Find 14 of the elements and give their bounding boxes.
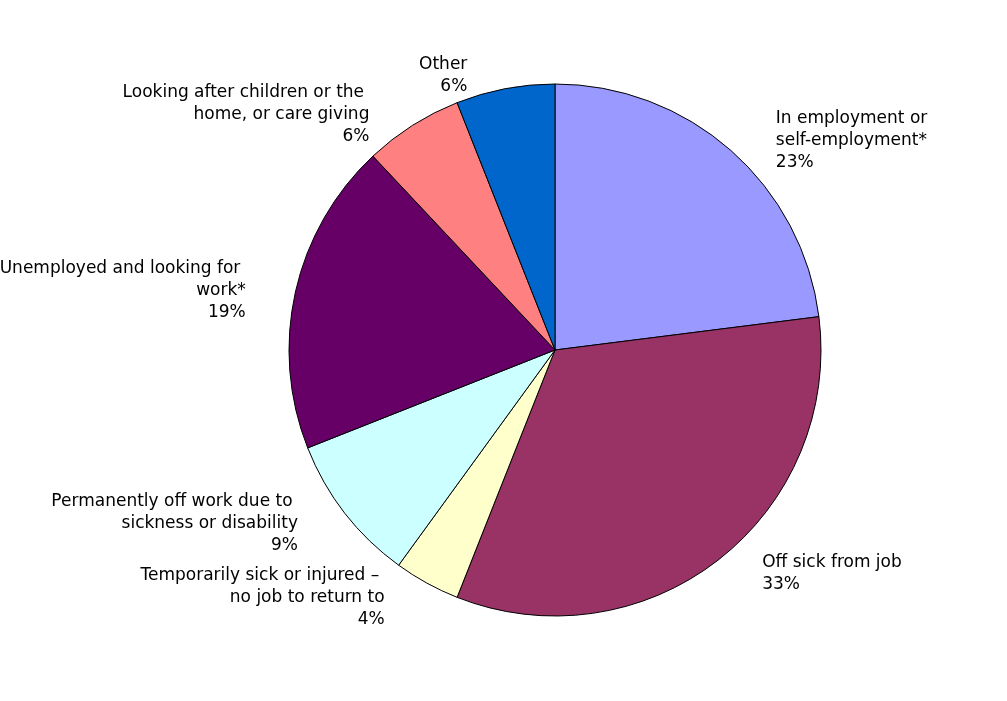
data-label: 19% xyxy=(207,300,246,321)
slice-label: In employment or self-employment* xyxy=(775,107,933,150)
slice-label: Unemployed and looking for work* xyxy=(0,256,246,299)
slice-label: Looking after children or the home, or care giving xyxy=(122,80,370,123)
slice-label: Other xyxy=(419,52,468,73)
data-label: 9% xyxy=(270,534,298,555)
slice-label: Temporarily sick or injured – no job to return to xyxy=(139,564,385,607)
data-label: 6% xyxy=(440,74,468,95)
slice-label: Off sick from job xyxy=(762,551,902,572)
data-label: 4% xyxy=(357,608,385,629)
data-label: 23% xyxy=(775,151,814,172)
data-label: 33% xyxy=(762,573,801,594)
slice-label: Permanently off work due to sickness or disability xyxy=(51,490,298,533)
data-label: 6% xyxy=(342,124,370,145)
